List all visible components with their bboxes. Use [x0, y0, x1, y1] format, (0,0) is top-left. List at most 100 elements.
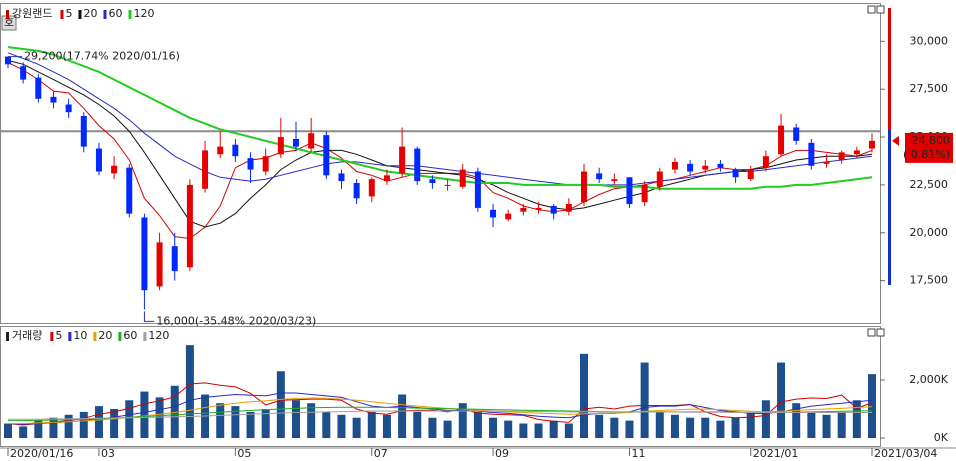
- volume-bar: [822, 414, 831, 439]
- candle-body: [111, 165, 118, 174]
- volume-bar: [216, 403, 225, 439]
- candle-body: [717, 163, 724, 168]
- volume-bar: [185, 345, 194, 439]
- x-tick-label: 2021/01: [753, 447, 799, 460]
- volume-bar: [807, 411, 816, 439]
- candle-body: [217, 146, 224, 155]
- volume-bar: [792, 403, 801, 439]
- volume-bar: [761, 400, 770, 439]
- candle-body: [247, 158, 254, 170]
- volume-bar: [534, 423, 543, 439]
- candle-body: [535, 207, 542, 210]
- volume-bar: [504, 420, 513, 439]
- volume-bar: [4, 423, 12, 439]
- volume-bar: [64, 414, 73, 439]
- x-tick-label: 2021/03/04: [874, 447, 937, 460]
- x-tick-label: 2020/01/16: [10, 447, 73, 460]
- volume-average: [8, 397, 873, 424]
- legend-entry: 20: [83, 7, 97, 20]
- panel-button[interactable]: [867, 328, 876, 337]
- badge[interactable]: 호: [4, 16, 14, 29]
- candle-body: [186, 184, 193, 268]
- candle-body: [656, 171, 663, 187]
- candle-body: [80, 115, 87, 147]
- x-tick-label: 07: [374, 447, 388, 460]
- candle-body: [778, 125, 785, 155]
- volume-bar: [322, 411, 331, 439]
- volume-bar: [398, 394, 407, 439]
- x-tick-label: 05: [237, 447, 251, 460]
- candle-body: [459, 169, 466, 187]
- volume-bar: [701, 417, 710, 439]
- volume-bar: [246, 411, 255, 439]
- legend-entry: 120: [133, 7, 154, 20]
- moving-average: [7, 61, 873, 240]
- candle-body: [838, 152, 845, 161]
- volume-bar: [261, 409, 270, 439]
- volume-bar: [564, 423, 573, 439]
- candle-body: [474, 171, 481, 208]
- panel-button[interactable]: [876, 5, 885, 14]
- candle-body: [641, 184, 648, 203]
- candle-body: [171, 246, 178, 272]
- y-tick-label: 27,500: [910, 82, 949, 95]
- candle-body: [793, 127, 800, 141]
- candle-body: [156, 242, 163, 287]
- volume-bar: [625, 420, 634, 439]
- y-tick-label: 17,500: [910, 274, 949, 287]
- moving-average: [7, 60, 873, 228]
- volume-bar: [443, 420, 452, 439]
- volume-bar: [367, 411, 376, 439]
- legend-entry: 60: [123, 329, 137, 342]
- legend-swatch: [6, 10, 9, 19]
- candle-body: [308, 133, 315, 149]
- legend-swatch: [103, 10, 107, 19]
- candle-body: [429, 179, 436, 183]
- volume-bar: [868, 374, 876, 439]
- candle-body: [126, 167, 133, 214]
- legend-entry: 5: [55, 329, 62, 342]
- candle-body: [808, 142, 815, 166]
- candle-body: [202, 150, 209, 189]
- candle-body: [505, 213, 512, 220]
- candle-body: [626, 177, 633, 205]
- candle-body: [277, 137, 284, 155]
- legend-entry: 20: [98, 329, 112, 342]
- candle-body: [414, 148, 421, 182]
- candle-body: [5, 56, 11, 65]
- candle-body: [50, 96, 57, 103]
- candle-body: [869, 140, 875, 149]
- candle-body: [490, 209, 497, 218]
- candle-body: [293, 138, 299, 147]
- volume-bar: [549, 420, 558, 439]
- panel-button[interactable]: [876, 328, 885, 337]
- panel-title: 거래량: [12, 329, 42, 342]
- panel-button[interactable]: [867, 5, 876, 14]
- volume-bar: [489, 417, 498, 439]
- legend-swatch: [60, 10, 64, 19]
- volume-bar: [458, 403, 467, 439]
- volume-bar: [155, 397, 164, 439]
- candle-body: [368, 179, 375, 197]
- volume-bar: [170, 385, 179, 439]
- current-box: [905, 132, 953, 163]
- annotation-arrow: [143, 311, 155, 322]
- legend-entry: 120: [148, 329, 169, 342]
- candle-body: [520, 207, 527, 212]
- legend-swatch: [68, 332, 72, 341]
- candle-body: [565, 204, 572, 212]
- candle-body: [823, 161, 830, 164]
- volume-bar: [125, 400, 134, 439]
- candle-body: [853, 150, 860, 155]
- range-bar-up: [888, 8, 891, 130]
- volume-bar: [49, 417, 58, 439]
- legend-entry: 5: [65, 7, 72, 20]
- volume-bar: [746, 411, 755, 439]
- y-tick-label: 0K: [934, 431, 949, 444]
- y-tick-label: 20,000: [910, 226, 949, 239]
- volume-bar: [276, 371, 285, 439]
- legend-swatch: [50, 332, 54, 341]
- volume-bar: [34, 420, 43, 439]
- legend-swatch: [6, 332, 9, 341]
